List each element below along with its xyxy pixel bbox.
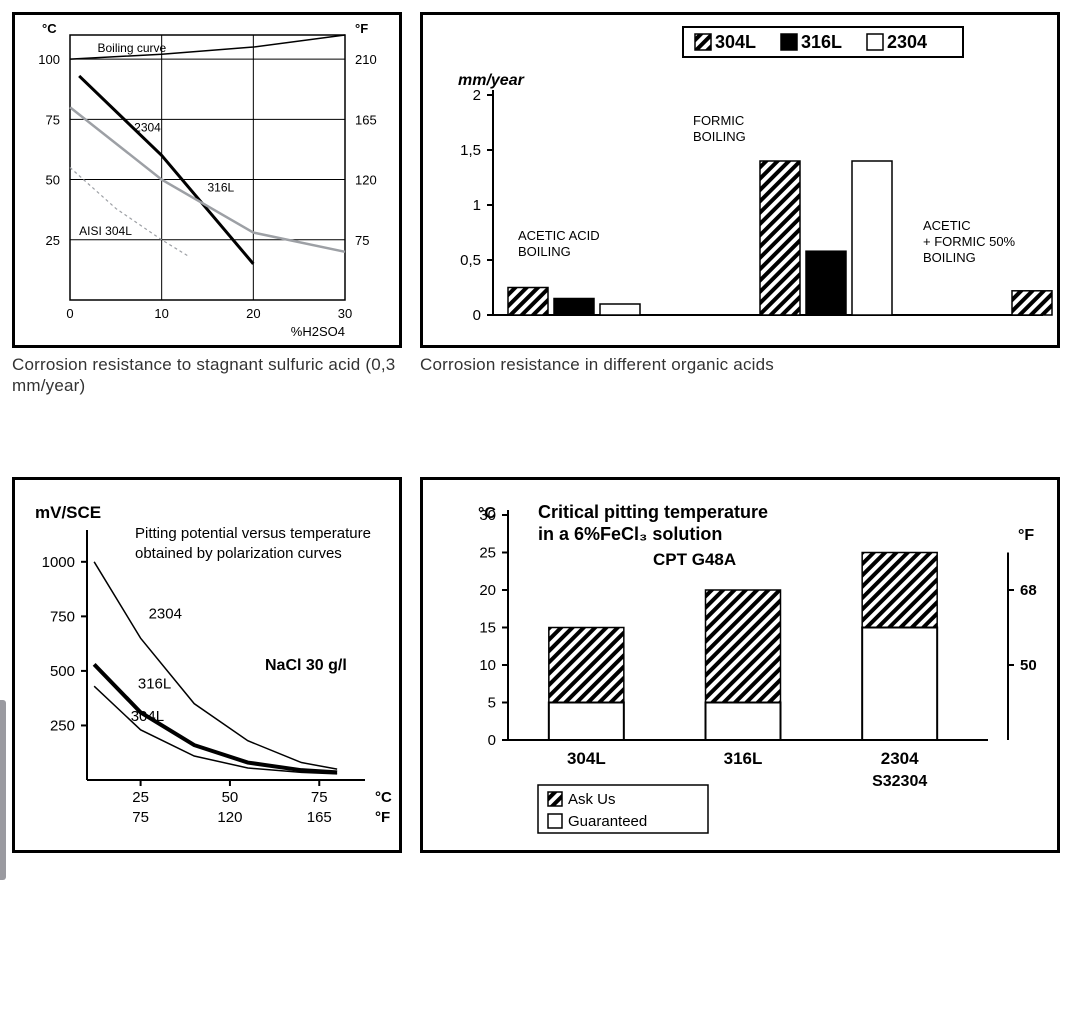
svg-text:20: 20: [246, 306, 260, 321]
svg-text:50: 50: [46, 173, 60, 188]
svg-text:Pitting potential versus tempe: Pitting potential versus temperature: [135, 525, 371, 542]
svg-text:165: 165: [355, 112, 377, 127]
svg-text:NaCl 30 g/l: NaCl 30 g/l: [265, 657, 347, 674]
svg-text:304L: 304L: [715, 32, 756, 52]
svg-text:2304: 2304: [881, 749, 919, 768]
svg-text:20: 20: [479, 582, 496, 599]
svg-text:°F: °F: [1018, 527, 1034, 544]
svg-text:25: 25: [132, 789, 149, 806]
page-edge-tab: [0, 700, 6, 880]
svg-text:250: 250: [50, 717, 75, 734]
svg-text:°F: °F: [375, 809, 390, 826]
svg-text:304L: 304L: [131, 708, 164, 725]
svg-text:ACETIC ACID: ACETIC ACID: [518, 228, 600, 243]
svg-text:Guaranteed: Guaranteed: [568, 813, 647, 830]
caption-chart2: Corrosion resistance in different organi…: [420, 354, 1060, 375]
svg-text:30: 30: [338, 306, 352, 321]
svg-text:210: 210: [355, 52, 377, 67]
svg-text:FORMIC: FORMIC: [693, 113, 744, 128]
svg-text:50: 50: [1020, 657, 1037, 674]
svg-text:1,5: 1,5: [460, 142, 481, 159]
svg-text:75: 75: [132, 809, 149, 826]
svg-text:15: 15: [479, 619, 496, 636]
chart-cpt: °CCritical pitting temperaturein a 6%FeC…: [420, 477, 1060, 853]
svg-text:25: 25: [479, 544, 496, 561]
svg-text:obtained by polarization curve: obtained by polarization curves: [135, 545, 342, 562]
caption-chart1: Corrosion resistance to stagnant sulfuri…: [12, 354, 402, 397]
svg-text:1000: 1000: [42, 553, 75, 570]
svg-text:0: 0: [488, 732, 496, 749]
svg-text:0,5: 0,5: [460, 252, 481, 269]
svg-text:ACETIC: ACETIC: [923, 218, 971, 233]
svg-text:BOILING: BOILING: [693, 129, 746, 144]
svg-text:°F: °F: [355, 21, 368, 36]
svg-text:BOILING: BOILING: [518, 244, 571, 259]
svg-text:10: 10: [154, 306, 168, 321]
svg-text:50: 50: [222, 789, 239, 806]
svg-text:68: 68: [1020, 582, 1037, 599]
svg-text:120: 120: [217, 809, 242, 826]
svg-text:10: 10: [479, 657, 496, 674]
svg-text:25: 25: [46, 233, 60, 248]
chart-sulfuric-acid: 0 10 20 30 25 75 50 120 75 165 100 210 °C °F %H2SO4 Boi…: [12, 12, 402, 348]
svg-text:304L: 304L: [567, 749, 606, 768]
chart-pitting-potential: mV/SCE Pitting potential versus temperatu…: [12, 477, 402, 853]
svg-text:mV/SCE: mV/SCE: [35, 503, 101, 522]
svg-text:%H2SO4: %H2SO4: [291, 324, 345, 339]
svg-text:316L: 316L: [724, 749, 763, 768]
svg-text:75: 75: [355, 233, 369, 248]
svg-text:165: 165: [307, 809, 332, 826]
svg-text:316L: 316L: [208, 181, 235, 195]
svg-text:BOILING: BOILING: [923, 250, 976, 265]
svg-text:°C: °C: [375, 789, 392, 806]
svg-text:316L: 316L: [801, 32, 842, 52]
svg-text:75: 75: [311, 789, 328, 806]
svg-text:500: 500: [50, 662, 75, 679]
svg-text:AISI 304L: AISI 304L: [79, 224, 132, 238]
svg-text:100: 100: [38, 52, 60, 67]
svg-text:1: 1: [473, 197, 481, 214]
svg-text:Boiling curve: Boiling curve: [98, 41, 167, 55]
svg-text:2304: 2304: [887, 32, 927, 52]
svg-text:75: 75: [46, 112, 60, 127]
svg-text:S32304: S32304: [872, 773, 927, 790]
svg-text:750: 750: [50, 608, 75, 625]
svg-text:Ask Us: Ask Us: [568, 791, 616, 808]
svg-text:2304: 2304: [134, 120, 161, 134]
svg-text:5: 5: [488, 694, 496, 711]
chart-organic-acids: 304L316L2304mm/year00,511,52ACETIC ACIDB…: [420, 12, 1060, 348]
svg-text:2304: 2304: [149, 605, 182, 622]
svg-text:316L: 316L: [138, 675, 171, 692]
svg-text:in a 6%FeCl₃ solution: in a 6%FeCl₃ solution: [538, 524, 722, 544]
svg-text:°C: °C: [42, 21, 57, 36]
svg-text:CPT G48A: CPT G48A: [653, 550, 736, 569]
svg-text:0: 0: [473, 307, 481, 324]
svg-text:mm/year: mm/year: [458, 72, 525, 89]
svg-text:30: 30: [479, 507, 496, 524]
svg-text:Critical pitting temperature: Critical pitting temperature: [538, 502, 768, 522]
svg-text:120: 120: [355, 173, 377, 188]
svg-text:+ FORMIC 50%: + FORMIC 50%: [923, 234, 1016, 249]
svg-text:2: 2: [473, 87, 481, 104]
svg-text:0: 0: [66, 306, 73, 321]
